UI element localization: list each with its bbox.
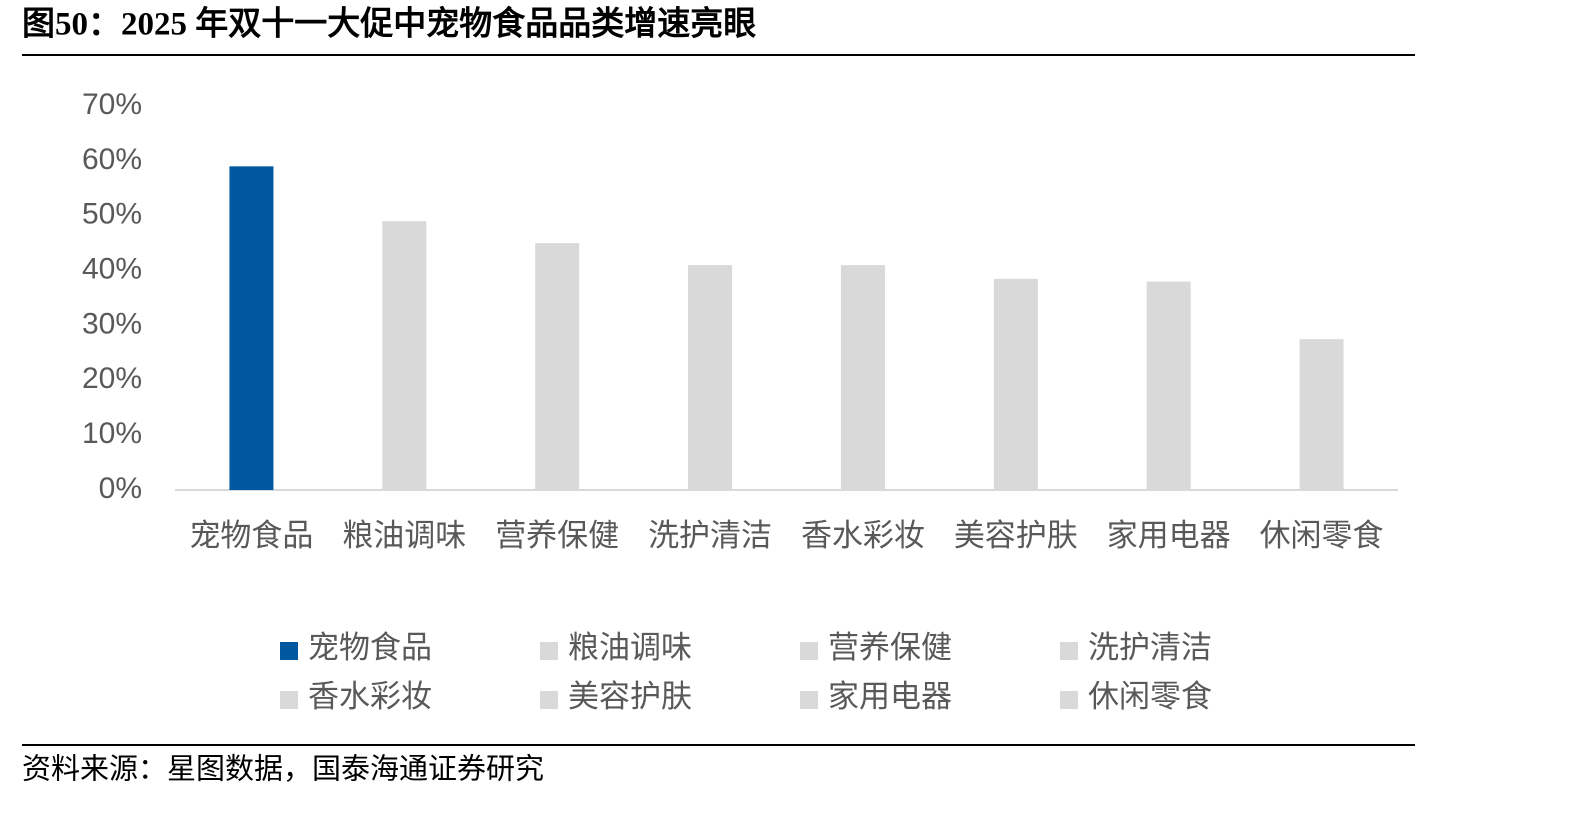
x-tick-label: 休闲零食 xyxy=(1260,518,1384,553)
legend-label: 家用电器 xyxy=(828,679,952,714)
y-tick-label: 10% xyxy=(82,417,142,450)
x-tick-label: 粮油调味 xyxy=(342,518,466,553)
x-tick-label: 美容护肤 xyxy=(954,518,1078,553)
bar xyxy=(229,166,274,491)
y-tick-label: 0% xyxy=(99,472,142,505)
x-tick-label: 洗护清洁 xyxy=(648,518,772,553)
legend-swatch xyxy=(1060,642,1078,660)
bar xyxy=(688,265,733,490)
x-tick-label: 宠物食品 xyxy=(189,518,313,553)
legend-label: 营养保健 xyxy=(828,630,952,665)
legend-label: 休闲零食 xyxy=(1088,679,1212,714)
bar xyxy=(840,265,885,490)
legend-label: 美容护肤 xyxy=(568,679,692,714)
x-tick-label: 家用电器 xyxy=(1107,518,1231,553)
source: 资料来源：星图数据，国泰海通证券研究 xyxy=(22,753,544,786)
bar xyxy=(993,278,1038,490)
y-tick-label: 40% xyxy=(82,252,142,285)
bar xyxy=(382,221,427,490)
chart-title: 图50：2025 年双十一大促中宠物食品品类增速亮眼 xyxy=(22,5,756,43)
legend-swatch xyxy=(800,691,818,709)
bar xyxy=(1299,339,1344,490)
legend-swatch xyxy=(540,642,558,660)
legend-swatch xyxy=(540,691,558,709)
x-tick-label: 营养保健 xyxy=(495,518,619,553)
bar xyxy=(535,243,580,490)
legend-label: 香水彩妆 xyxy=(308,679,432,714)
y-tick-label: 60% xyxy=(82,143,142,176)
y-tick-label: 30% xyxy=(82,307,142,340)
bar xyxy=(1146,281,1191,490)
x-tick-label: 香水彩妆 xyxy=(801,518,925,553)
legend-label: 宠物食品 xyxy=(308,630,432,665)
y-tick-label: 20% xyxy=(82,362,142,395)
legend-swatch xyxy=(1060,691,1078,709)
legend-swatch xyxy=(280,642,298,660)
legend-swatch xyxy=(280,691,298,709)
legend-swatch xyxy=(800,642,818,660)
y-tick-label: 70% xyxy=(82,88,142,121)
y-tick-label: 50% xyxy=(82,198,142,231)
legend-label: 洗护清洁 xyxy=(1088,630,1212,665)
legend-label: 粮油调味 xyxy=(568,630,692,665)
